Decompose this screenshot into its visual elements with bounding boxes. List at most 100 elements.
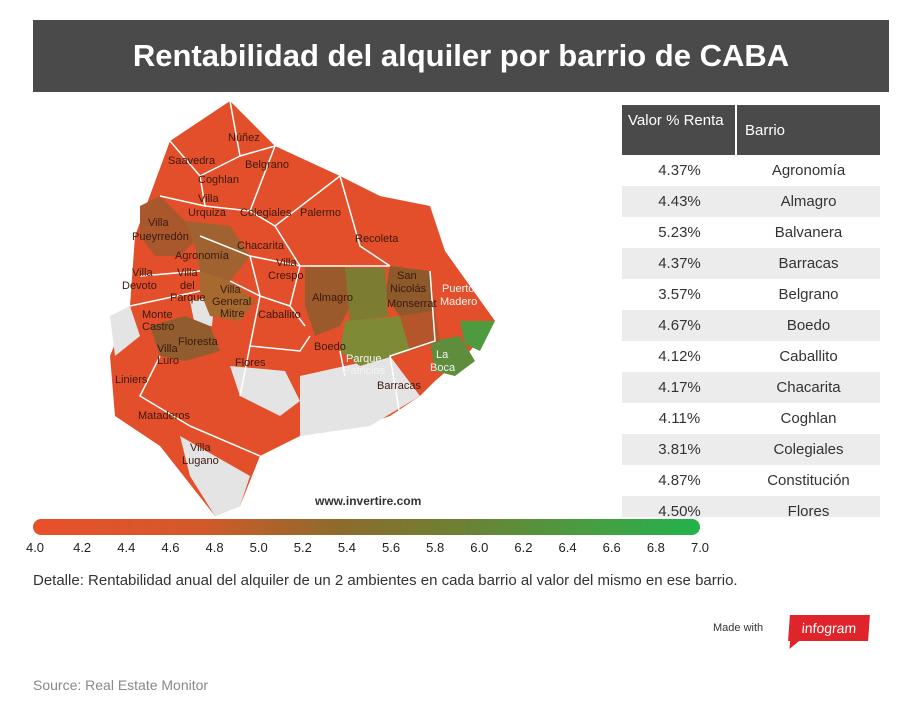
- map-label: Recoleta: [355, 233, 399, 245]
- table-row: 3.57% Belgrano: [622, 279, 880, 310]
- renta-value: 4.37%: [658, 255, 701, 272]
- table-row: 4.37% Barracas: [622, 248, 880, 279]
- header-value: Valor % Renta: [622, 105, 737, 155]
- scale-tick-label: 5.6: [382, 540, 401, 555]
- map-barrio-green: [340, 316, 410, 366]
- map-label: Luro: [157, 355, 179, 367]
- barrio-name: Flores: [787, 503, 830, 517]
- renta-value: 4.50%: [658, 503, 701, 517]
- barrio-name: Boedo: [786, 317, 831, 334]
- map-label: Villa: [276, 257, 297, 269]
- map-label: Castro: [142, 321, 174, 333]
- map-label: San: [397, 270, 417, 282]
- barrio-name: Agronomía: [771, 162, 846, 179]
- barrio-name: Belgrano: [778, 286, 839, 303]
- scale-tick-label: 5.8: [426, 540, 445, 555]
- map-label: Devoto: [122, 280, 157, 292]
- map-label: Villa: [198, 193, 219, 205]
- scale-tick-label: 5.0: [249, 540, 268, 555]
- scale-tick-label: 4.4: [117, 540, 136, 555]
- barrio-name: Caballito: [779, 348, 838, 365]
- map-label: Monte: [142, 309, 173, 321]
- scale-tick-label: 6.8: [646, 540, 665, 555]
- map-label: Patricios: [343, 365, 386, 377]
- map-barrio-brown: [400, 311, 440, 351]
- made-with-text: Made with: [713, 622, 764, 634]
- map-label: Palermo: [300, 207, 341, 219]
- map-barrio-brown: [305, 266, 350, 336]
- map-label: Puerto: [442, 283, 474, 295]
- map-barrio-brown: [385, 266, 435, 316]
- scale-tick-label: 6.4: [558, 540, 577, 555]
- map-grey-area: [230, 366, 300, 416]
- caba-map: Núñez Saavedra Belgrano Coghlan Villa Ur…: [100, 96, 520, 516]
- title-bar: Rentabilidad del alquiler por barrio de …: [33, 20, 889, 92]
- map-label: Villa: [220, 284, 241, 296]
- map-barrio-green: [430, 336, 475, 376]
- renta-value: 4.12%: [658, 348, 701, 365]
- scale-tick-label: 5.2: [293, 540, 312, 555]
- map-barrio-brown: [140, 196, 200, 256]
- color-scale-bar: [33, 519, 700, 535]
- infogram-logo[interactable]: infogram: [788, 615, 870, 641]
- scale-tick-label: 5.4: [337, 540, 356, 555]
- renta-value: 3.81%: [658, 441, 701, 458]
- map-label: Urquiza: [188, 207, 227, 219]
- map-label: Flores: [235, 357, 266, 369]
- map-label: Lugano: [182, 455, 219, 467]
- map-label: Mitre: [220, 308, 244, 320]
- header-barrio: Barrio: [745, 121, 786, 139]
- table-row: 4.12% Caballito: [622, 341, 880, 372]
- table-row: 4.67% Boedo: [622, 310, 880, 341]
- chart-title: Rentabilidad del alquiler por barrio de …: [132, 38, 790, 73]
- barrio-name: Coghlan: [780, 410, 837, 427]
- table-row: 4.17% Chacarita: [622, 372, 880, 403]
- map-barrio-green: [345, 268, 388, 321]
- map-label: Crespo: [268, 270, 303, 282]
- map-barrio-brown: [150, 316, 220, 361]
- map-label: Colegiales: [240, 207, 292, 219]
- table-row: 3.81% Colegiales: [622, 434, 880, 465]
- map-credit: www.invertire.com: [315, 494, 422, 508]
- table-row: 4.87% Constitución: [622, 465, 880, 496]
- barrio-name: Chacarita: [776, 379, 841, 396]
- map-label: Barracas: [377, 380, 422, 392]
- map-label: Almagro: [312, 292, 353, 304]
- renta-value: 4.17%: [658, 379, 701, 396]
- map-label: Monserrat: [387, 298, 437, 310]
- table-row: 4.11% Coghlan: [622, 403, 880, 434]
- map-label: General: [212, 296, 251, 308]
- map-label: Floresta: [178, 336, 219, 348]
- renta-value: 4.37%: [658, 162, 701, 179]
- renta-value: 4.87%: [658, 472, 701, 489]
- map-label: Núñez: [228, 132, 260, 144]
- map-label: Boca: [430, 362, 456, 374]
- barrio-name: Barracas: [778, 255, 839, 272]
- map-barrio-brown: [200, 271, 255, 321]
- map-label: Chacarita: [237, 240, 285, 252]
- barrio-name: Colegiales: [773, 441, 844, 458]
- scale-tick-label: 6.2: [514, 540, 533, 555]
- detail-note: Detalle: Rentabilidad anual del alquiler…: [33, 572, 738, 589]
- map-label: Coghlan: [198, 174, 239, 186]
- map-label: Belgrano: [245, 159, 289, 171]
- map-label: Villa: [132, 267, 153, 279]
- renta-value: 5.23%: [658, 224, 701, 241]
- map-grey-area: [180, 436, 250, 516]
- table-row: 5.23% Balvanera: [622, 217, 880, 248]
- map-label: Villa: [157, 343, 178, 355]
- map-grey-area: [110, 306, 140, 356]
- table-body: 4.37% Agronomía 4.43% Almagro 5.23% Balvanera…: [622, 155, 880, 517]
- map-label: La: [436, 349, 449, 361]
- table-header: Valor % Renta Barrio: [622, 105, 880, 155]
- map-label: Saavedra: [168, 155, 216, 167]
- source-note: Source: Real Estate Monitor: [33, 677, 209, 693]
- table-row: 4.43% Almagro: [622, 186, 880, 217]
- map-label: Caballito: [258, 309, 301, 321]
- table-row: 4.50% Flores: [622, 496, 880, 517]
- map-label: Mataderos: [138, 410, 190, 422]
- scale-tick-label: 4.0: [25, 540, 45, 555]
- map-label: Agronomía: [175, 250, 230, 262]
- barrio-name: Constitución: [767, 472, 850, 489]
- map-barrio-green: [460, 321, 495, 351]
